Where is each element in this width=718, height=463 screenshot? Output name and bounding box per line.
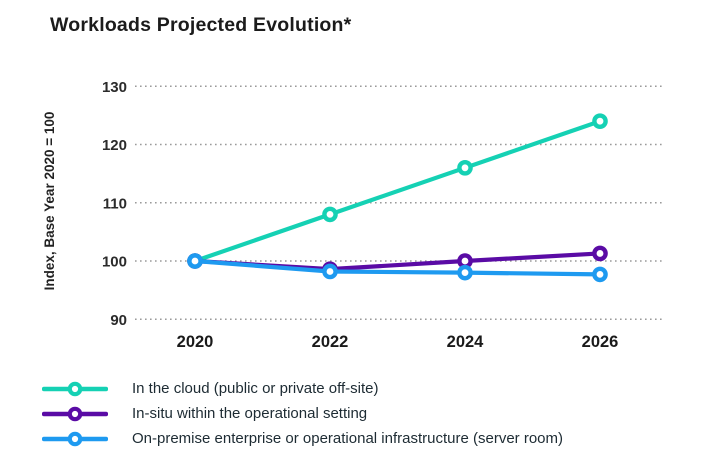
- series-line-2: [192, 258, 603, 277]
- data-point-marker: [592, 113, 608, 130]
- legend-circle-icon: [67, 431, 83, 446]
- legend-line-marker-icon: [42, 431, 108, 446]
- legend-label: In-situ within the operational setting: [132, 405, 368, 422]
- x-tick-label: 2022: [312, 333, 349, 351]
- data-point-marker: [187, 253, 203, 269]
- legend-circle-icon: [67, 406, 83, 421]
- y-tick-label: 110: [103, 195, 127, 212]
- legend-label: In the cloud (public or private off-site…: [132, 380, 379, 397]
- x-tick-label: 2026: [582, 333, 619, 351]
- legend-line-marker-icon: [42, 406, 108, 421]
- legend-circle-icon: [67, 381, 83, 396]
- chart-legend: In the cloud (public or private off-site…: [42, 376, 563, 451]
- legend-item: On-premise enterprise or operational inf…: [42, 426, 563, 451]
- y-axis-title: Index, Base Year 2020 = 100: [42, 112, 57, 291]
- legend-line-marker-icon: [42, 381, 108, 396]
- data-point-marker: [592, 266, 608, 283]
- y-tick-label: 100: [102, 254, 127, 271]
- data-point-marker: [457, 160, 473, 176]
- data-point-marker: [457, 264, 473, 281]
- y-tick-label: 120: [102, 137, 127, 154]
- legend-item: In-situ within the operational setting: [42, 401, 563, 426]
- x-tick-label: 2024: [447, 333, 485, 351]
- series-line-0: [192, 119, 603, 264]
- y-tick-label: 90: [110, 312, 127, 329]
- legend-item: In the cloud (public or private off-site…: [42, 376, 563, 401]
- data-point-marker: [322, 263, 338, 280]
- chart-title: Workloads Projected Evolution*: [50, 14, 352, 36]
- x-tick-label: 2020: [177, 333, 214, 351]
- data-point-marker: [322, 206, 338, 223]
- line-chart: Index, Base Year 2020 = 100 130 120 110 100 9…: [42, 79, 662, 351]
- y-tick-label: 130: [102, 79, 127, 96]
- legend-label: On-premise enterprise or operational inf…: [132, 430, 563, 447]
- data-point-marker: [592, 245, 608, 262]
